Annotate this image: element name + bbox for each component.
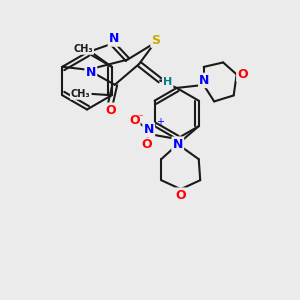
Text: O: O [176, 189, 186, 202]
Text: ⁻: ⁻ [138, 113, 144, 123]
Text: N: N [109, 32, 119, 46]
Text: N: N [144, 123, 154, 136]
Text: S: S [152, 34, 160, 46]
Text: CH₃: CH₃ [74, 44, 93, 54]
Text: N: N [172, 138, 183, 151]
Text: +: + [156, 117, 164, 128]
Text: O: O [105, 104, 116, 117]
Text: O: O [129, 114, 140, 128]
Text: O: O [237, 68, 248, 81]
Text: H: H [163, 77, 172, 87]
Text: N: N [85, 66, 96, 79]
Text: CH₃: CH₃ [71, 89, 91, 99]
Text: N: N [200, 74, 210, 87]
Text: O: O [141, 138, 152, 152]
